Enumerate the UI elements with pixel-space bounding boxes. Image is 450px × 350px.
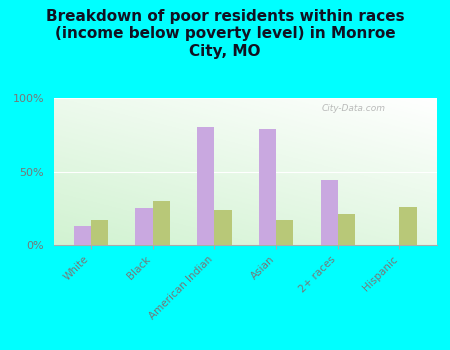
- Text: Breakdown of poor residents within races
(income below poverty level) in Monroe
: Breakdown of poor residents within races…: [46, 9, 404, 58]
- Bar: [197, 127, 214, 245]
- Bar: [400, 207, 417, 245]
- Bar: [259, 129, 276, 245]
- Bar: [135, 208, 153, 245]
- Bar: [320, 180, 338, 245]
- Text: City-Data.com: City-Data.com: [322, 104, 386, 113]
- Bar: [338, 214, 355, 245]
- Bar: [276, 220, 293, 245]
- Bar: [74, 226, 91, 245]
- Bar: [153, 201, 170, 245]
- Bar: [214, 210, 232, 245]
- Bar: [91, 220, 108, 245]
